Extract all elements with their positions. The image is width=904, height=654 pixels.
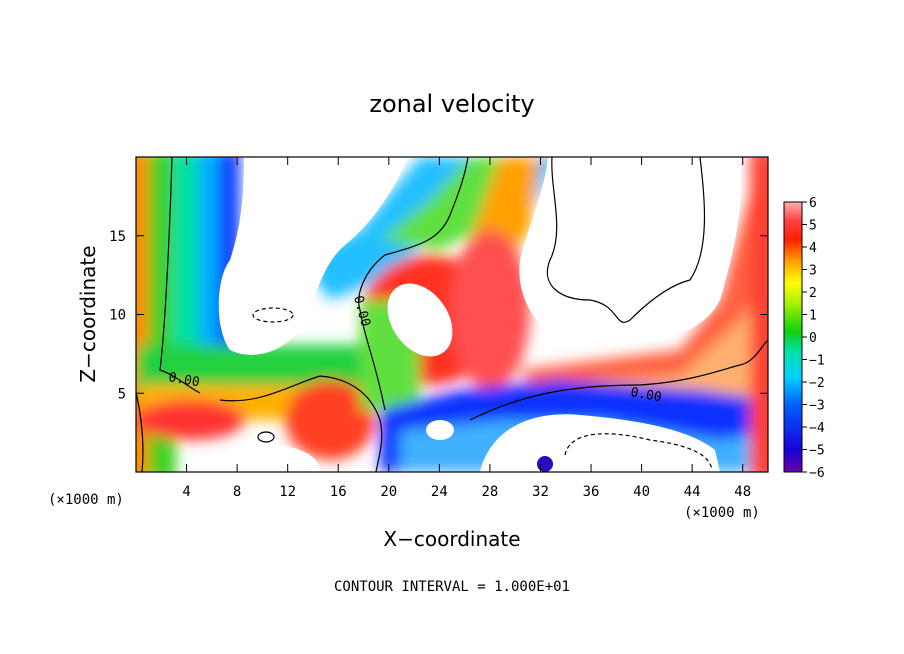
x-tick-label: 4 (182, 484, 190, 500)
white-region-lower-right (480, 414, 720, 472)
contour-label: 0.00 (629, 385, 662, 405)
white-region-upper-right (519, 157, 742, 344)
colorbar-tick-label: 1 (809, 309, 817, 324)
x-tick-label: 24 (431, 484, 448, 500)
heatmap-field (136, 157, 768, 472)
y-axis-label: Z−coordinate (76, 245, 100, 382)
white-region-upper-left (218, 157, 408, 355)
x-tick-label: 40 (633, 484, 650, 500)
colorbar-tick-label: 5 (809, 219, 817, 234)
y-tick-label: 10 (109, 308, 126, 324)
y-tick-label: 5 (118, 386, 126, 402)
contour-lines (136, 157, 768, 472)
x-unit-label-right: (×1000 m) (684, 505, 760, 521)
colorbar-ticks: 6 5 4 3 2 1 0 −1 −2 −3 −4 −5 −6 (802, 196, 825, 481)
colorbar-tick-label: 6 (809, 196, 817, 211)
contour-label: 0.00 (167, 370, 200, 390)
x-tick-label: 28 (481, 484, 498, 500)
colorbar-tick-label: −1 (809, 354, 825, 369)
x-tick-label: 32 (532, 484, 549, 500)
colorbar-tick-label: 3 (809, 264, 817, 279)
x-axis-ticks: 4 8 12 16 20 24 28 32 36 40 44 48 (182, 157, 751, 500)
x-tick-label: 8 (233, 484, 241, 500)
colorbar: 6 5 4 3 2 1 0 −1 −2 −3 −4 −5 −6 (783, 196, 825, 481)
colorbar-tick-label: −5 (809, 444, 825, 459)
colorbar-tick-label: −3 (809, 399, 825, 414)
colorbar-tick-label: 4 (809, 241, 817, 256)
colorbar-tick-label: −4 (809, 421, 825, 436)
x-tick-label: 48 (734, 484, 751, 500)
colorbar-tick-label: −2 (809, 376, 825, 391)
x-tick-label: 12 (279, 484, 296, 500)
x-tick-label: 44 (684, 484, 701, 500)
x-unit-label-left: (×1000 m) (48, 492, 124, 508)
x-axis-label: X−coordinate (383, 527, 520, 551)
y-axis-ticks: 5 10 15 (109, 229, 768, 402)
y-tick-label: 15 (109, 229, 126, 245)
x-tick-label: 16 (330, 484, 347, 500)
colorbar-tick-label: 2 (809, 286, 817, 301)
x-tick-label: 36 (583, 484, 600, 500)
contour-interval-note: CONTOUR INTERVAL = 1.000E+01 (334, 579, 570, 595)
x-tick-label: 20 (380, 484, 397, 500)
colorbar-tick-label: −6 (809, 466, 825, 481)
colorbar-tick-label: 0 (809, 331, 817, 346)
chart-title: zonal velocity (369, 90, 534, 118)
